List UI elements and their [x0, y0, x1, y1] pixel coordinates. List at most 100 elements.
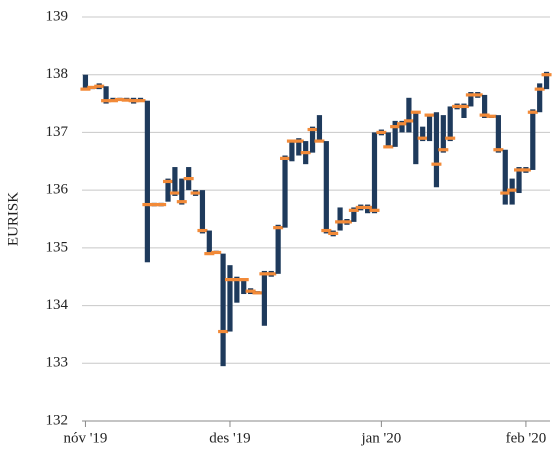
- close-marker: [328, 231, 339, 236]
- hilo-bar: [199, 190, 206, 234]
- x-tick-label: feb '20: [506, 430, 547, 446]
- y-tick-label: 139: [46, 8, 69, 24]
- close-marker: [128, 99, 139, 103]
- close-marker: [238, 278, 249, 282]
- close-marker: [252, 291, 263, 295]
- close-marker: [376, 130, 387, 135]
- close-marker: [211, 250, 222, 255]
- close-marker: [479, 113, 490, 117]
- hilo-bar: [371, 132, 378, 214]
- hilo-bar: [420, 126, 426, 142]
- hilo-bar: [179, 178, 185, 205]
- close-marker: [114, 97, 125, 102]
- hilo-bar: [433, 112, 440, 188]
- close-marker: [417, 136, 428, 140]
- close-marker: [190, 191, 201, 195]
- close-marker: [286, 139, 297, 143]
- close-marker: [121, 98, 132, 102]
- hilo-bar: [144, 100, 150, 263]
- close-marker: [534, 87, 545, 91]
- hilo-bar: [543, 71, 550, 90]
- hilo-bar: [399, 120, 405, 133]
- close-marker: [218, 329, 229, 334]
- close-marker: [458, 104, 469, 109]
- close-marker: [390, 125, 401, 129]
- close-marker: [80, 87, 91, 91]
- hilo-bar: [537, 83, 543, 113]
- hilo-bar: [220, 253, 226, 367]
- close-marker: [383, 145, 394, 149]
- hilo-bar: [234, 276, 240, 303]
- close-marker: [355, 205, 366, 210]
- hilo-bar: [413, 112, 419, 165]
- close-marker: [431, 162, 442, 166]
- close-marker: [273, 226, 284, 230]
- close-marker: [87, 85, 98, 90]
- close-marker: [493, 148, 504, 152]
- hilo-bar: [309, 126, 316, 153]
- hilo-bar: [440, 115, 446, 153]
- close-marker: [293, 139, 304, 143]
- x-tick-label: nóv '19: [63, 430, 107, 446]
- close-marker: [472, 93, 483, 97]
- hilo-bar: [351, 207, 357, 222]
- hilo-bar: [468, 92, 474, 107]
- x-tick-label: des '19: [209, 430, 250, 446]
- hilo-bar: [426, 115, 433, 142]
- hilo-bar: [516, 167, 522, 194]
- hilo-bar: [392, 120, 398, 147]
- close-marker: [156, 202, 167, 207]
- close-marker: [527, 110, 538, 114]
- hilo-bar: [406, 97, 412, 133]
- close-marker: [314, 139, 325, 143]
- hilo-bar: [323, 141, 329, 234]
- y-tick-label: 136: [46, 182, 69, 198]
- close-marker: [224, 278, 235, 282]
- close-marker: [486, 114, 497, 118]
- y-tick-label: 135: [46, 239, 69, 255]
- close-marker: [362, 205, 373, 210]
- close-marker: [142, 202, 153, 207]
- hilo-bar: [337, 207, 343, 231]
- y-tick-label: 134: [46, 297, 69, 313]
- hilo-bar: [502, 149, 508, 205]
- y-tick-label: 138: [46, 66, 69, 82]
- close-marker: [183, 177, 194, 181]
- close-marker: [520, 168, 531, 172]
- close-marker: [465, 93, 476, 97]
- close-marker: [204, 252, 215, 256]
- close-marker: [321, 228, 332, 233]
- close-marker: [197, 228, 208, 233]
- hilo-bar: [227, 265, 233, 332]
- close-marker: [452, 104, 463, 109]
- y-tick-label: 137: [46, 124, 69, 140]
- hilo-bar: [296, 138, 302, 156]
- close-marker: [169, 191, 180, 195]
- hilo-bar: [172, 167, 178, 196]
- close-marker: [231, 278, 242, 282]
- close-marker: [335, 220, 346, 224]
- close-marker: [500, 191, 511, 195]
- y-tick-label: 132: [46, 412, 69, 428]
- close-marker: [348, 208, 359, 212]
- hilo-bar: [289, 141, 295, 162]
- close-marker: [424, 113, 435, 117]
- hilo-bar: [275, 224, 281, 274]
- hilo-bar: [261, 270, 267, 326]
- hilo-bar: [495, 115, 501, 153]
- close-marker: [300, 151, 311, 155]
- close-marker: [397, 122, 408, 126]
- hilo-bar: [385, 132, 391, 147]
- close-marker: [107, 99, 118, 103]
- close-marker: [403, 119, 414, 123]
- close-marker: [101, 99, 112, 103]
- x-tick-label: jan '20: [360, 430, 401, 446]
- hilo-bar: [241, 279, 247, 295]
- close-marker: [541, 73, 552, 77]
- close-marker: [307, 127, 318, 132]
- y-tick-label: 133: [46, 355, 69, 371]
- close-marker: [410, 110, 421, 114]
- close-marker: [266, 272, 277, 276]
- close-marker: [94, 84, 105, 88]
- close-marker: [135, 99, 146, 103]
